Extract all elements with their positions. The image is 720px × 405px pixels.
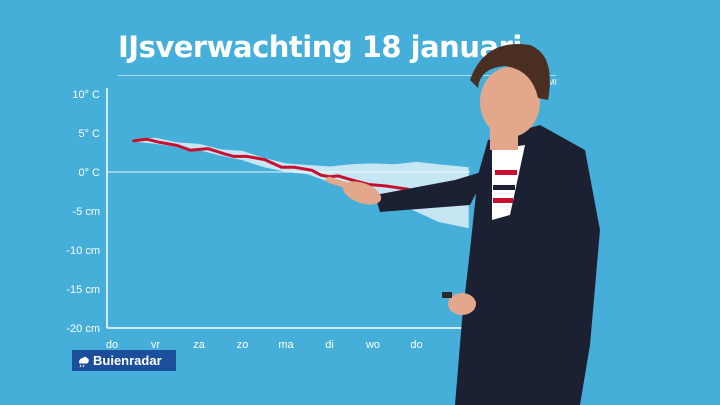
y-tick-label: 5° C [78, 128, 100, 140]
x-axis-labels: do vr za zo ma di wo do [106, 339, 423, 351]
brand-icon [79, 356, 89, 367]
y-tick-label: -10 cm [66, 245, 100, 257]
y-tick-label: -20 cm [66, 323, 100, 335]
x-tick-label: do [410, 339, 422, 351]
spread-band [133, 137, 469, 229]
brand-name: Buienradar [93, 353, 162, 368]
x-tick-label: do [106, 339, 118, 351]
y-tick-label: 0° C [78, 167, 100, 179]
x-tick-label: wo [365, 339, 380, 351]
x-tick-label: za [193, 339, 206, 351]
forecast-line [132, 137, 427, 200]
title-divider [118, 75, 556, 76]
x-tick-label: zo [237, 339, 249, 351]
y-axis-labels: 10° C 5° C 0° C -5 cm -10 cm -15 cm -20 cm [66, 89, 100, 335]
forecast-spread-band [133, 137, 469, 229]
corner-tag: MI [548, 78, 557, 87]
forecast-line-layer [132, 137, 427, 200]
chart-axes [106, 88, 470, 329]
x-tick-label: vr [151, 339, 161, 351]
y-tick-label: -15 cm [66, 284, 100, 296]
x-tick-label: di [325, 339, 334, 351]
y-tick-label: -5 cm [73, 206, 101, 218]
chart-title: IJsverwachting 18 januari [118, 30, 522, 64]
x-tick-label: ma [278, 339, 294, 351]
brand-logo: Buienradar [72, 350, 176, 371]
y-tick-label: 10° C [72, 89, 100, 101]
